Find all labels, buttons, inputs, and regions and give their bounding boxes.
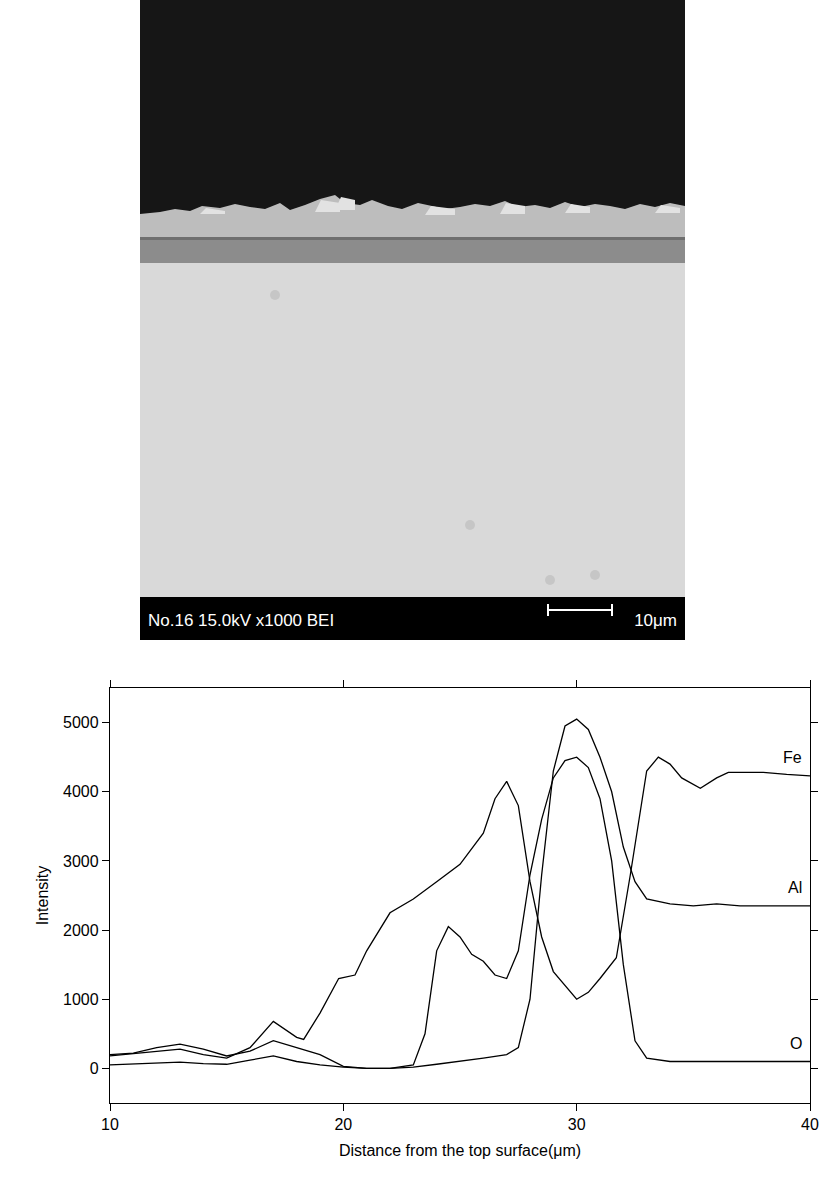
svg-text:Intensity: Intensity	[34, 866, 51, 926]
svg-text:40: 40	[801, 1116, 819, 1133]
svg-text:20: 20	[334, 1116, 352, 1133]
svg-text:10μm: 10μm	[634, 611, 677, 630]
svg-text:1000: 1000	[63, 991, 99, 1008]
svg-text:10: 10	[101, 1116, 119, 1133]
svg-text:O: O	[790, 1035, 802, 1052]
svg-text:30: 30	[568, 1116, 586, 1133]
svg-text:2000: 2000	[63, 922, 99, 939]
svg-text:Fe: Fe	[783, 749, 802, 766]
svg-text:3000: 3000	[63, 853, 99, 870]
svg-text:Distance from the top surface(: Distance from the top surface(μm)	[339, 1142, 581, 1159]
svg-text:Al: Al	[788, 879, 802, 896]
svg-text:4000: 4000	[63, 783, 99, 800]
svg-text:5000: 5000	[63, 714, 99, 731]
svg-text:0: 0	[90, 1060, 99, 1077]
svg-text:No.16 15.0kV x1000 BEI: No.16 15.0kV x1000 BEI	[148, 611, 334, 630]
